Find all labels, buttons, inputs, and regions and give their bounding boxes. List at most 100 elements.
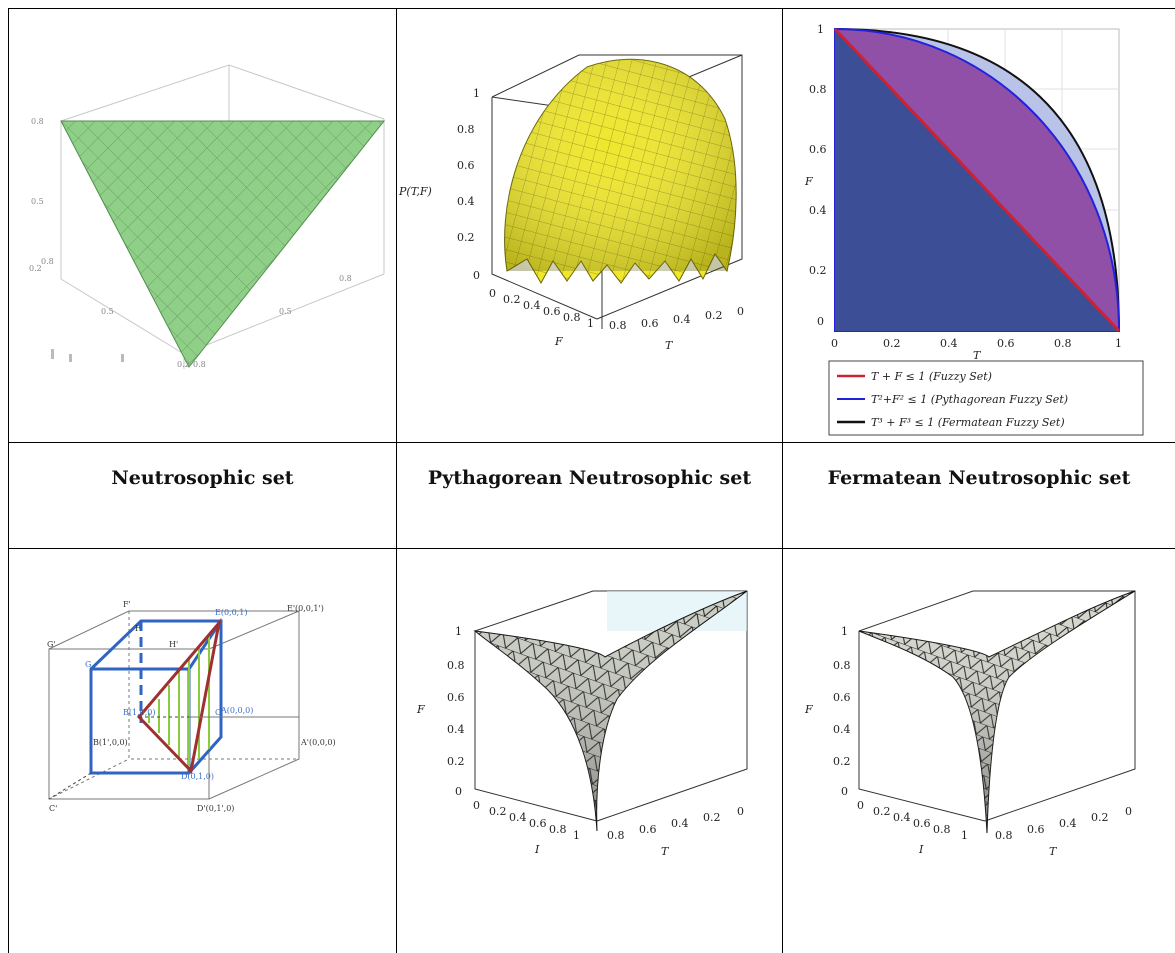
svg-text:0.6: 0.6 <box>833 691 851 704</box>
svg-text:0.8: 0.8 <box>1054 337 1072 350</box>
svg-text:0: 0 <box>857 799 864 812</box>
svg-text:0: 0 <box>1125 805 1132 818</box>
t-axis-label: T <box>973 349 982 362</box>
svg-text:0.2: 0.2 <box>503 293 521 306</box>
svg-text:0.8: 0.8 <box>41 257 54 266</box>
cube-diagram: F' E'(0,0,1') F E(0,0,1) G' H' G B(1,0,0… <box>9 549 396 953</box>
svg-text:0.5: 0.5 <box>279 307 292 316</box>
svg-text:1: 1 <box>573 829 580 842</box>
label-d: D(0,1,0) <box>181 772 214 781</box>
table-divider-h2 <box>8 548 1175 549</box>
table-divider-v2 <box>782 8 783 953</box>
svg-text:0.2: 0.2 <box>703 811 721 824</box>
t-axis-label: T <box>1049 845 1058 858</box>
caption-pythagorean: Pythagorean Neutrosophic set <box>427 467 752 489</box>
caption-neutrosophic: Neutrosophic set <box>111 467 294 489</box>
t-axis-label: T <box>661 845 670 858</box>
svg-text:0.6: 0.6 <box>1027 823 1045 836</box>
svg-text:0.8: 0.8 <box>549 823 567 836</box>
i-axis-ticks: 0 0.2 0.4 0.6 0.8 1 <box>473 799 580 842</box>
f-axis-ticks: 0 0.2 0.4 0.6 0.8 1 <box>489 287 594 330</box>
label-a: A(0,0,0) <box>220 706 253 715</box>
svg-text:0.4: 0.4 <box>509 811 527 824</box>
z-axis-label: F <box>804 703 813 716</box>
svg-text:0.4: 0.4 <box>447 723 465 736</box>
svg-text:0.8: 0.8 <box>31 117 44 126</box>
svg-text:0.4: 0.4 <box>893 811 911 824</box>
svg-text:0.6: 0.6 <box>997 337 1015 350</box>
svg-text:0.4: 0.4 <box>833 723 851 736</box>
svg-text:0.4: 0.4 <box>523 299 541 312</box>
f-axis-ticks: 1 0.8 0.6 0.4 0.2 0 <box>809 23 827 328</box>
svg-text:0.6: 0.6 <box>913 817 931 830</box>
svg-text:0.4: 0.4 <box>1059 817 1077 830</box>
svg-text:0.4: 0.4 <box>809 204 827 217</box>
svg-text:0.6: 0.6 <box>447 691 465 704</box>
caption-cell-1: Neutrosophic set <box>9 443 396 548</box>
svg-text:0.2: 0.2 <box>1091 811 1109 824</box>
svg-text:0: 0 <box>473 799 480 812</box>
caption-cell-2: Pythagorean Neutrosophic set <box>397 443 782 548</box>
label-f: F <box>135 624 141 633</box>
svg-text:0.6: 0.6 <box>639 823 657 836</box>
svg-text:0: 0 <box>489 287 496 300</box>
label-f-prime: F' <box>123 600 131 609</box>
svg-text:0.2: 0.2 <box>809 264 827 277</box>
svg-text:0.8: 0.8 <box>447 659 465 672</box>
svg-text:0.4: 0.4 <box>940 337 958 350</box>
svg-text:1: 1 <box>1115 337 1122 350</box>
svg-text:0.8: 0.8 <box>995 829 1013 842</box>
svg-text:0.2: 0.2 <box>177 360 190 369</box>
fermatean-plot: 1 0.8 0.6 0.4 0.2 0 F 0 0.2 0.4 0.6 0.8 … <box>783 9 1175 442</box>
fermatean-3d-mesh-plot: 1 0.8 0.6 0.4 0.2 0 F 0 0.2 0.4 0.6 0.8 … <box>783 549 1175 953</box>
svg-text:0.2: 0.2 <box>29 264 42 273</box>
label-d-prime: D'(0,1',0) <box>197 804 234 813</box>
svg-text:0.8: 0.8 <box>339 274 352 283</box>
legend-item-fermatean: T³ + F³ ≤ 1 (Fermatean Fuzzy Set) <box>871 416 1065 429</box>
svg-text:0.2: 0.2 <box>833 755 851 768</box>
t-axis-ticks: 0.8 0.6 0.4 0.2 0 <box>995 805 1132 842</box>
pythagorean-plot: 1 0.8 0.6 0.4 0.2 0 P(T,F) 0 0.2 0.4 0.6… <box>397 9 782 442</box>
svg-text:0.2: 0.2 <box>447 755 465 768</box>
z-axis-label: F <box>416 703 425 716</box>
t-axis-ticks: 0.8 0.6 0.4 0.2 0 <box>609 305 744 332</box>
svg-text:0.8: 0.8 <box>809 83 827 96</box>
svg-text:1: 1 <box>587 317 594 330</box>
svg-text:1: 1 <box>961 829 968 842</box>
i-axis-label: I <box>534 843 540 856</box>
svg-text:0.8: 0.8 <box>607 829 625 842</box>
svg-text:1: 1 <box>455 625 462 638</box>
table-divider-v1 <box>396 8 397 953</box>
f-axis-label: F <box>554 335 563 348</box>
label-c: C <box>215 708 221 717</box>
svg-text:0.5: 0.5 <box>101 307 114 316</box>
svg-text:0.8: 0.8 <box>563 311 581 324</box>
label-g-prime: G' <box>47 640 56 649</box>
neutrosophic-plot: 0.8 0.5 0.2 0.8 0.5 0.5 0.2 0.8 0.8 <box>9 9 396 442</box>
svg-text:0.2: 0.2 <box>457 231 475 244</box>
caption-fermatean: Fermatean Neutrosophic set <box>827 467 1131 489</box>
svg-text:0: 0 <box>473 269 480 282</box>
svg-text:0.4: 0.4 <box>673 313 691 326</box>
svg-text:0.6: 0.6 <box>529 817 547 830</box>
svg-text:0.6: 0.6 <box>457 159 475 172</box>
svg-text:0.8: 0.8 <box>193 360 206 369</box>
i-axis-label: I <box>918 843 924 856</box>
svg-text:1: 1 <box>473 87 480 100</box>
legend-item-pythagorean: T²+F² ≤ 1 (Pythagorean Fuzzy Set) <box>871 393 1068 406</box>
label-h-prime: H' <box>169 640 178 649</box>
svg-text:0.4: 0.4 <box>671 817 689 830</box>
svg-text:0.2: 0.2 <box>873 805 891 818</box>
z-axis-label: P(T,F) <box>398 185 432 198</box>
svg-text:0: 0 <box>737 805 744 818</box>
label-c-prime: C' <box>49 804 57 813</box>
svg-text:0: 0 <box>831 337 838 350</box>
label-e: E(0,0,1) <box>215 608 247 617</box>
z-axis-ticks: 1 0.8 0.6 0.4 0.2 0 <box>447 625 465 798</box>
svg-text:0.8: 0.8 <box>933 823 951 836</box>
label-b: B(1,0,0) <box>123 708 155 717</box>
svg-text:1: 1 <box>841 625 848 638</box>
z-axis-ticks: 1 0.8 0.6 0.4 0.2 0 <box>833 625 851 798</box>
svg-text:0.2: 0.2 <box>705 309 723 322</box>
svg-text:1: 1 <box>817 23 824 36</box>
